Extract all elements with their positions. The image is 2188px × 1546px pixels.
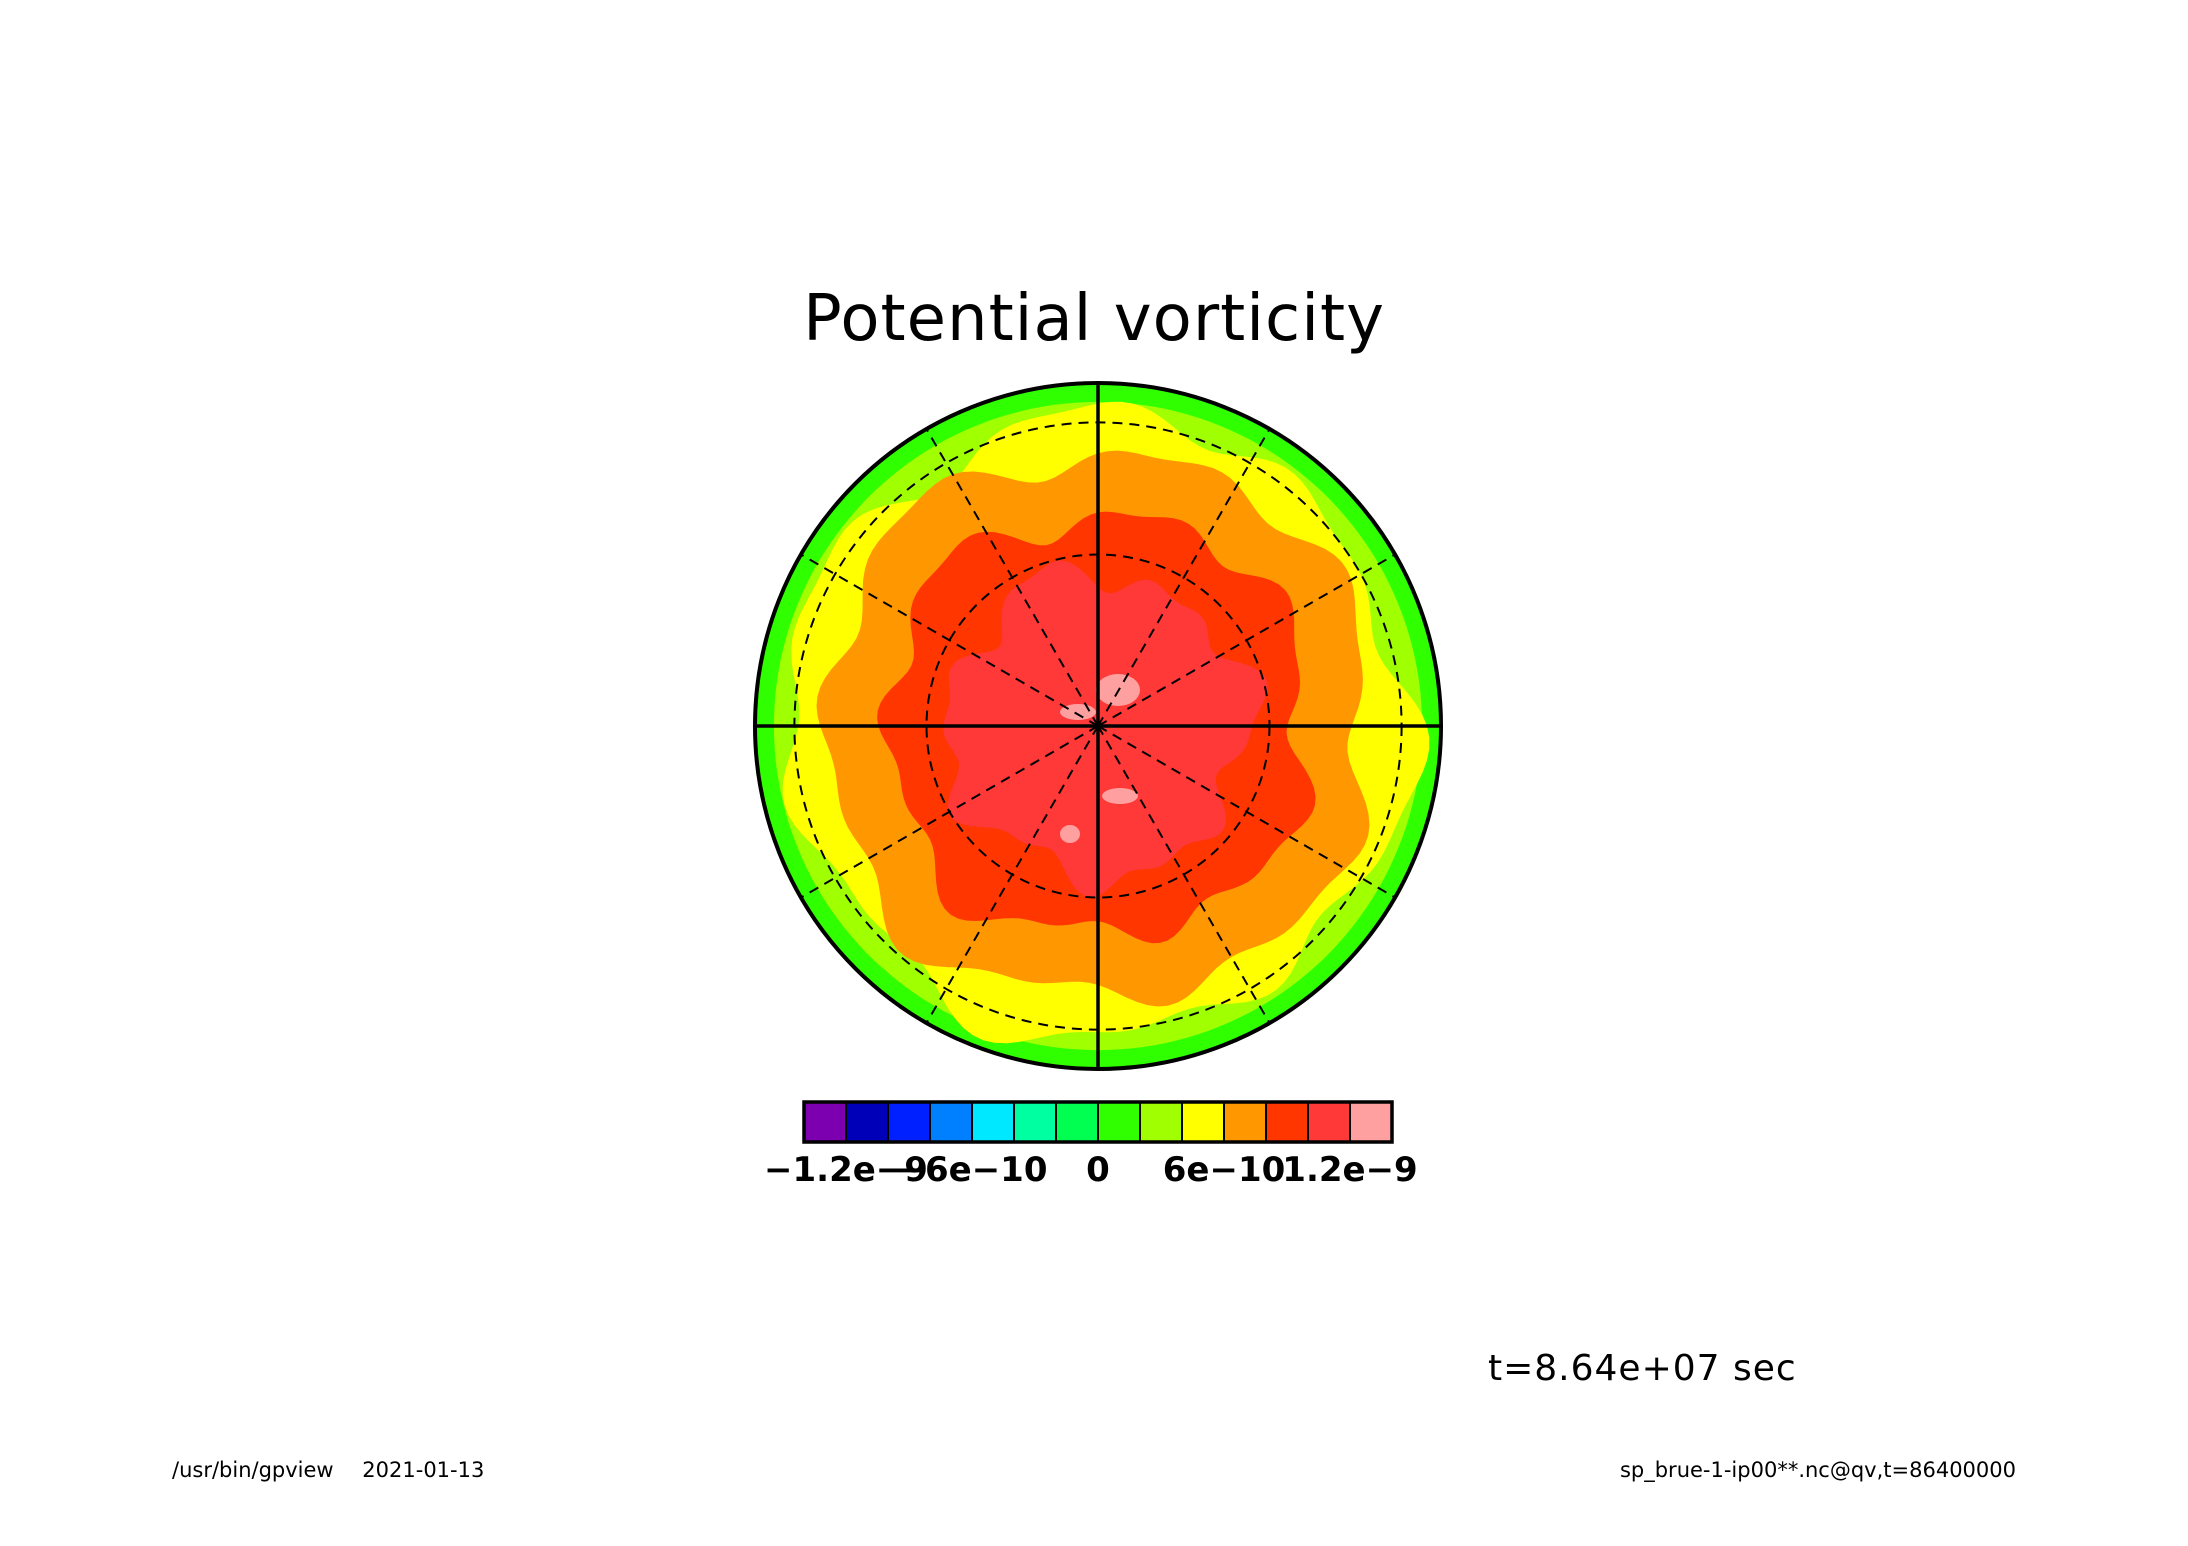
colorbar-swatch <box>1055 1101 1099 1143</box>
pv-band-level-12 <box>943 560 1268 898</box>
colorbar-tick-label: 6e−10 <box>1162 1150 1286 1190</box>
meridian-grid-line <box>800 553 1099 727</box>
footer-source: sp_brue-1-ip00**.nc@qv,t=86400000 <box>1619 1458 2016 1482</box>
colorbar-swatch <box>1307 1101 1351 1143</box>
colorbar-frame <box>802 1100 1394 1144</box>
plot-boundary <box>753 381 1443 1071</box>
colorbar-tick-label: −1.2e−9 <box>764 1150 928 1190</box>
colorbar-swatch <box>1013 1101 1057 1143</box>
colorbar-tick-label: 1.2e−9 <box>1282 1150 1418 1190</box>
colorbar-swatch <box>845 1101 889 1143</box>
footer-date: 2021-01-13 <box>362 1458 485 1482</box>
latitude-circle <box>793 421 1403 1031</box>
colorbar-tick-label: 0 <box>1086 1150 1110 1190</box>
time-label: t=8.64e+07 sec <box>1488 1348 1797 1389</box>
colorbar-swatch <box>1265 1101 1309 1143</box>
colorbar-swatch <box>1181 1101 1225 1143</box>
footer-left: /usr/bin/gpview 2021-01-13 <box>172 1458 506 1482</box>
colorbar-swatch <box>1139 1101 1183 1143</box>
colorbar-swatch <box>1349 1101 1393 1143</box>
colorbar-swatch <box>929 1101 973 1143</box>
colorbar-swatch <box>971 1101 1015 1143</box>
colorbar-swatch <box>1223 1101 1267 1143</box>
pv-max-patch <box>1102 788 1138 804</box>
latitude-circle <box>925 553 1271 899</box>
colorbar-swatch <box>803 1101 847 1143</box>
pv-max-patch <box>1060 825 1080 843</box>
colorbar-tick-label: −6e−10 <box>896 1150 1048 1190</box>
colorbar-swatch <box>887 1101 931 1143</box>
chart-title: Potential vorticity <box>803 282 1385 356</box>
footer-program: /usr/bin/gpview <box>172 1458 334 1482</box>
colorbar-swatch <box>1097 1101 1141 1143</box>
meridian-grid-line <box>1097 428 1271 727</box>
